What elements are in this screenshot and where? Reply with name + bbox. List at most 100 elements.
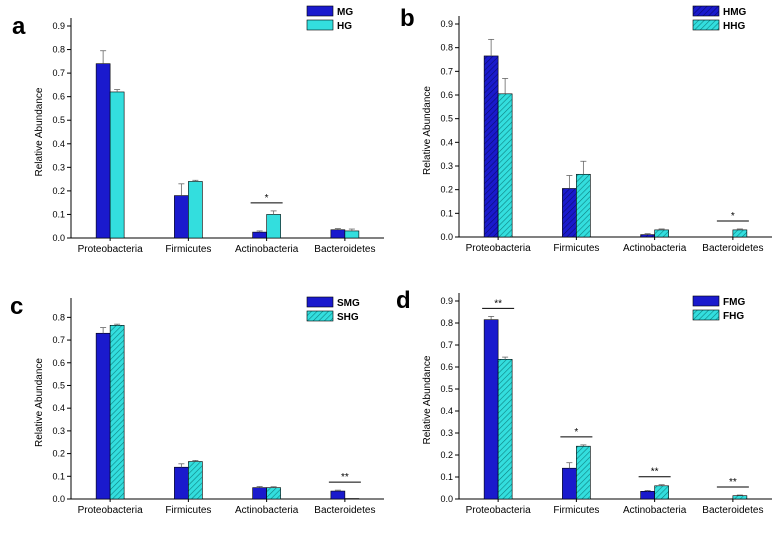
x-category-label: Actinobacteria xyxy=(623,243,687,254)
bar-SHG-Actinobacteria xyxy=(266,487,281,500)
panel-label: b xyxy=(400,5,415,32)
bar-HMG-Firmicutes xyxy=(562,188,577,238)
y-tick-label: 0.6 xyxy=(440,90,453,100)
y-tick-label: 0.3 xyxy=(440,161,453,171)
y-tick-label: 0.6 xyxy=(52,358,65,368)
chart-panel-c: c 0.0 0.1 0.2 0.3 0.4 0.5 0.6 0.7 0.8 Relative Abu… xyxy=(10,293,384,516)
x-category-label: Bacteroidetes xyxy=(314,505,375,516)
legend-label-FMG: FMG xyxy=(723,297,745,308)
y-tick-label: 0.7 xyxy=(440,340,453,350)
significance-label: ** xyxy=(729,477,737,488)
y-tick-label: 0.5 xyxy=(52,380,65,390)
y-tick-label: 0.0 xyxy=(52,233,65,243)
bar-FHG-Firmicutes xyxy=(576,445,591,500)
x-category-label: Firmicutes xyxy=(165,505,211,516)
y-tick-label: 0.8 xyxy=(440,318,453,328)
y-tick-label: 0.5 xyxy=(440,384,453,394)
bar-HG-Bacteroidetes xyxy=(344,230,360,239)
significance-label: * xyxy=(265,193,269,204)
x-category-label: Proteobacteria xyxy=(78,244,143,255)
y-tick-label: 0.6 xyxy=(440,362,453,372)
legend-label-FHG: FHG xyxy=(723,311,744,322)
legend-label-MG: MG xyxy=(337,7,353,18)
y-tick-label: 0.4 xyxy=(440,137,453,147)
bar-HG-Proteobacteria xyxy=(109,91,125,239)
legend-swatch-MG xyxy=(306,5,334,17)
legend-label-SHG: SHG xyxy=(337,312,359,323)
legend-swatch-HMG xyxy=(692,5,720,17)
y-tick-label: 0.0 xyxy=(440,494,453,504)
chart-panel-b: b 0.0 0.1 0.2 0.3 0.4 0.5 0.6 0.7 0.8 0.9 Relative … xyxy=(400,5,772,254)
x-category-label: Actinobacteria xyxy=(235,505,299,516)
bar-HHG-Proteobacteria xyxy=(497,93,513,238)
chart-panel-a: a 0.0 0.1 0.2 0.3 0.4 0.5 0.6 0.7 0.8 0.9 Relative … xyxy=(12,5,384,255)
y-tick-label: 0.7 xyxy=(440,66,453,76)
y-tick-label: 0.7 xyxy=(52,68,65,78)
y-tick-label: 0.8 xyxy=(52,312,65,322)
y-tick-label: 0.2 xyxy=(440,185,453,195)
y-tick-label: 0.0 xyxy=(440,232,453,242)
y-tick-label: 0.8 xyxy=(52,45,65,55)
y-tick-label: 0.4 xyxy=(52,139,65,149)
x-category-label: Firmicutes xyxy=(165,244,211,255)
significance-label: ** xyxy=(494,298,502,309)
legend-label-HHG: HHG xyxy=(723,21,745,32)
y-tick-label: 0.1 xyxy=(52,209,65,219)
x-category-label: Bacteroidetes xyxy=(702,505,763,516)
panel-label: c xyxy=(10,293,23,320)
bar-MG-Proteobacteria xyxy=(95,63,111,239)
bar-HMG-Actinobacteria xyxy=(640,234,655,238)
y-axis-label: Relative Abundance xyxy=(34,87,45,176)
x-category-label: Actinobacteria xyxy=(623,505,687,516)
y-tick-label: 0.9 xyxy=(440,19,453,29)
x-category-label: Firmicutes xyxy=(553,243,599,254)
bar-SHG-Firmicutes xyxy=(188,461,203,500)
x-category-label: Proteobacteria xyxy=(466,505,531,516)
y-tick-label: 0.5 xyxy=(52,115,65,125)
y-tick-label: 0.2 xyxy=(52,186,65,196)
y-tick-label: 0.6 xyxy=(52,92,65,102)
bar-HG-Actinobacteria xyxy=(266,214,281,239)
y-axis-label: Relative Abundance xyxy=(422,355,433,444)
legend-swatch-FHG xyxy=(692,309,720,321)
legend-label-SMG: SMG xyxy=(337,298,360,309)
bar-FMG-Firmicutes xyxy=(562,467,577,500)
y-tick-label: 0.4 xyxy=(440,406,453,416)
bar-FHG-Proteobacteria xyxy=(497,358,513,500)
x-category-label: Bacteroidetes xyxy=(314,244,375,255)
bar-HG-Firmicutes xyxy=(188,181,203,239)
legend-swatch-HG xyxy=(306,19,334,31)
panel-label: a xyxy=(12,13,26,40)
panel-label: d xyxy=(396,287,411,314)
y-axis-label: Relative Abundance xyxy=(34,358,45,447)
y-tick-label: 0.1 xyxy=(52,471,65,481)
y-tick-label: 0.8 xyxy=(440,43,453,53)
significance-label: ** xyxy=(341,472,349,483)
bar-HHG-Firmicutes xyxy=(576,173,591,238)
y-tick-label: 0.1 xyxy=(440,208,453,218)
y-tick-label: 0.3 xyxy=(440,428,453,438)
bar-SMG-Bacteroidetes xyxy=(330,490,346,500)
y-tick-label: 0.4 xyxy=(52,403,65,413)
x-category-label: Proteobacteria xyxy=(78,505,143,516)
bar-HMG-Proteobacteria xyxy=(483,55,499,238)
bar-MG-Bacteroidetes xyxy=(330,229,346,239)
y-tick-label: 0.9 xyxy=(52,21,65,31)
significance-label: ** xyxy=(651,467,659,478)
bar-SMG-Firmicutes xyxy=(174,466,189,500)
y-tick-label: 0.7 xyxy=(52,335,65,345)
y-tick-label: 0.0 xyxy=(52,494,65,504)
x-category-label: Actinobacteria xyxy=(235,244,299,255)
legend-label-HMG: HMG xyxy=(723,7,747,18)
legend-swatch-FMG xyxy=(692,295,720,307)
significance-label: * xyxy=(574,427,578,438)
bar-FHG-Bacteroidetes xyxy=(732,495,748,500)
bar-SMG-Actinobacteria xyxy=(252,487,267,500)
legend-swatch-SMG xyxy=(306,296,334,308)
y-axis-label: Relative Abundance xyxy=(422,86,433,175)
y-tick-label: 0.3 xyxy=(52,162,65,172)
legend-label-HG: HG xyxy=(337,21,352,32)
x-category-label: Bacteroidetes xyxy=(702,243,763,254)
y-tick-label: 0.9 xyxy=(440,296,453,306)
